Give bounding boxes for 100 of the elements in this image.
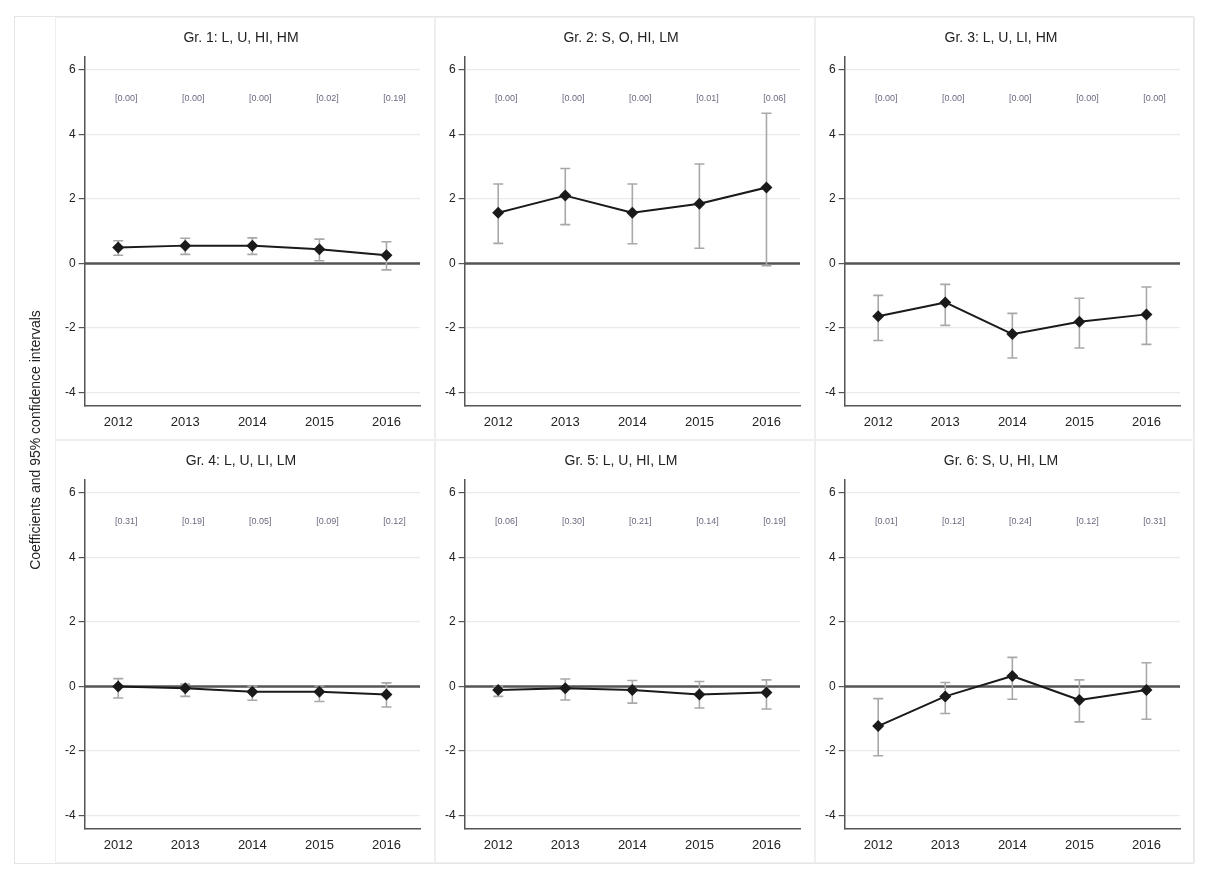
annotation: [0.05] <box>249 516 272 527</box>
annotation: [0.09] <box>316 516 339 527</box>
point <box>1006 670 1019 683</box>
annotation: [0.00] <box>1076 93 1099 104</box>
x-tick-label: 2013 <box>550 413 580 429</box>
x-tick-label: 2016 <box>752 836 781 852</box>
x-tick-label: 2014 <box>617 836 647 852</box>
chart-title: Gr. 2: S, O, HI, LM <box>563 29 679 46</box>
y-tick-label: 0 <box>68 255 76 270</box>
annotation: [0.06] <box>763 93 786 104</box>
x-tick-label: 2014 <box>997 413 1027 429</box>
x-tick-label: 2014 <box>237 413 267 429</box>
y-tick-label: -4 <box>825 807 836 822</box>
annotation: [0.19] <box>383 93 406 104</box>
annotation: [0.19] <box>182 516 205 527</box>
x-tick-label: 2012 <box>103 413 133 429</box>
x-tick-label: 2013 <box>170 413 200 429</box>
y-tick-label: -4 <box>65 384 76 399</box>
x-tick-label: 2015 <box>684 413 714 429</box>
annotation: [0.31] <box>1143 516 1166 527</box>
y-tick-label: -4 <box>65 807 76 822</box>
point <box>1073 693 1086 706</box>
y-tick-label: -2 <box>445 320 456 335</box>
point <box>179 239 192 252</box>
annotation: [0.00] <box>1143 93 1166 104</box>
x-tick-label: 2016 <box>752 413 781 429</box>
annotation: [0.00] <box>562 93 585 104</box>
x-tick-label: 2016 <box>1132 413 1161 429</box>
x-tick-label: 2015 <box>304 413 334 429</box>
annotation: [0.30] <box>562 516 585 527</box>
point <box>1073 315 1086 328</box>
y-tick-label: 2 <box>68 191 76 206</box>
y-axis-title: Coefficients and 95% confidence intervals <box>27 310 43 570</box>
x-tick-label: 2012 <box>483 836 513 852</box>
annotation: [0.14] <box>696 516 719 527</box>
annotation: [0.31] <box>114 516 138 527</box>
y-tick-label: 0 <box>68 678 76 693</box>
y-tick-label: 4 <box>68 126 76 141</box>
x-tick-label: 2014 <box>237 836 267 852</box>
chart-title: Gr. 6: S, U, HI, LM <box>943 452 1059 469</box>
annotation: [0.00] <box>114 93 138 104</box>
point <box>380 249 393 262</box>
x-tick-label: 2015 <box>684 836 714 852</box>
y-tick-label: -4 <box>825 384 836 399</box>
y-tick-label: 6 <box>448 485 456 500</box>
y-tick-label: 0 <box>448 678 456 693</box>
y-tick-label: 4 <box>828 126 836 141</box>
x-tick-label: 2013 <box>550 836 580 852</box>
chart-title: Gr. 3: L, U, LI, HM <box>944 29 1058 46</box>
y-tick-label: 0 <box>828 255 836 270</box>
annotation: [0.01] <box>696 93 719 104</box>
annotation: [0.06] <box>494 516 518 527</box>
point <box>1140 308 1153 321</box>
point <box>872 720 885 733</box>
y-tick-label: 2 <box>68 614 76 629</box>
point <box>1140 683 1153 696</box>
point <box>872 310 885 323</box>
annotation: [0.00] <box>494 93 518 104</box>
annotation: [0.02] <box>316 93 339 104</box>
x-tick-label: 2016 <box>1132 836 1161 852</box>
y-tick-label: 4 <box>448 126 456 141</box>
annotation: [0.00] <box>182 93 205 104</box>
point <box>313 243 326 256</box>
annotation: [0.00] <box>874 93 898 104</box>
y-tick-label: 6 <box>828 485 836 500</box>
y-tick-label: -4 <box>445 384 456 399</box>
x-tick-label: 2013 <box>930 413 960 429</box>
y-tick-label: -2 <box>825 320 836 335</box>
y-tick-label: 4 <box>828 549 836 564</box>
x-tick-label: 2013 <box>930 836 960 852</box>
y-tick-label: -2 <box>445 743 456 758</box>
y-tick-label: -2 <box>825 743 836 758</box>
chart-title: Gr. 4: L, U, LI, LM <box>185 452 297 469</box>
y-tick-label: 4 <box>448 549 456 564</box>
annotation: [0.21] <box>629 516 652 527</box>
y-tick-label: 6 <box>448 62 456 77</box>
y-tick-label: 2 <box>448 614 456 629</box>
y-tick-label: 2 <box>448 191 456 206</box>
y-tick-label: 0 <box>828 678 836 693</box>
annotation: [0.01] <box>874 516 898 527</box>
y-tick-label: 6 <box>68 62 76 77</box>
x-tick-label: 2014 <box>617 413 647 429</box>
annotation: [0.00] <box>942 93 965 104</box>
annotation: [0.19] <box>763 516 786 527</box>
y-tick-label: -4 <box>445 807 456 822</box>
chart-title: Gr. 1: L, U, HI, HM <box>183 29 299 46</box>
point <box>760 181 773 194</box>
y-tick-label: 0 <box>448 255 456 270</box>
y-tick-label: 4 <box>68 549 76 564</box>
x-tick-label: 2016 <box>372 413 401 429</box>
x-tick-label: 2012 <box>483 413 513 429</box>
y-tick-label: -2 <box>65 743 76 758</box>
point <box>559 189 572 202</box>
x-tick-label: 2015 <box>304 836 334 852</box>
annotation: [0.24] <box>1009 516 1032 527</box>
y-tick-label: 2 <box>828 614 836 629</box>
x-tick-label: 2012 <box>103 836 133 852</box>
x-tick-label: 2014 <box>997 836 1027 852</box>
y-tick-label: -2 <box>65 320 76 335</box>
point <box>492 206 505 219</box>
